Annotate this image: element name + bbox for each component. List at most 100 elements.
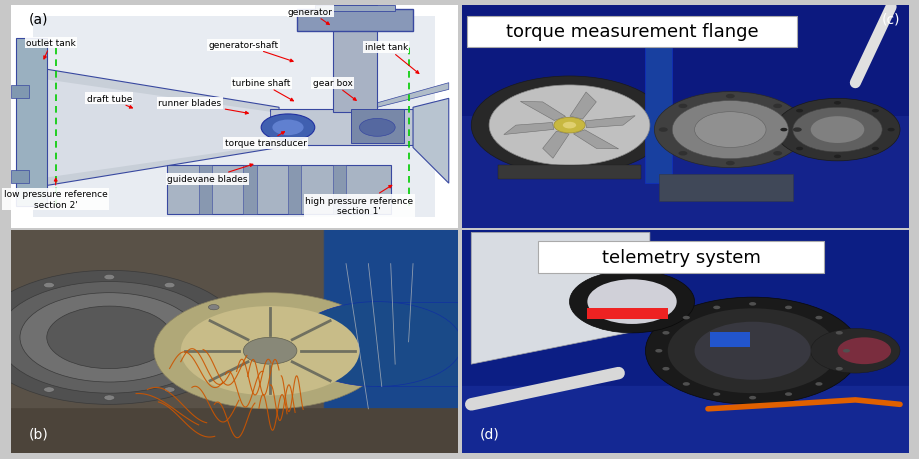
Circle shape <box>272 120 303 136</box>
Circle shape <box>712 306 720 309</box>
Text: (c): (c) <box>881 12 900 26</box>
Text: generator: generator <box>288 8 333 26</box>
Circle shape <box>654 349 662 353</box>
Bar <box>586 308 667 320</box>
Bar <box>288 166 301 215</box>
Bar <box>658 175 792 202</box>
Polygon shape <box>33 68 278 188</box>
Circle shape <box>165 387 175 392</box>
Circle shape <box>0 365 10 370</box>
Circle shape <box>0 271 243 404</box>
Bar <box>109 340 270 358</box>
Circle shape <box>887 129 893 132</box>
Text: high pressure reference
section 1': high pressure reference section 1' <box>305 186 413 216</box>
Circle shape <box>774 99 899 162</box>
Bar <box>243 166 256 215</box>
Circle shape <box>0 282 221 393</box>
Circle shape <box>810 117 863 144</box>
Circle shape <box>165 283 175 288</box>
Text: gear box: gear box <box>312 79 356 101</box>
Circle shape <box>471 77 667 175</box>
Circle shape <box>834 367 842 371</box>
Circle shape <box>810 329 899 373</box>
Bar <box>199 166 211 215</box>
Bar <box>333 6 377 112</box>
Circle shape <box>694 112 766 148</box>
Polygon shape <box>413 99 448 184</box>
Bar <box>350 110 403 144</box>
Bar <box>297 10 413 32</box>
Circle shape <box>662 331 669 335</box>
Circle shape <box>842 349 849 353</box>
Circle shape <box>0 305 10 310</box>
Circle shape <box>682 382 689 386</box>
Text: outlet tank: outlet tank <box>27 39 76 60</box>
Circle shape <box>43 283 54 288</box>
Circle shape <box>725 162 734 166</box>
Circle shape <box>748 302 755 306</box>
Circle shape <box>667 308 836 393</box>
Circle shape <box>772 152 781 156</box>
Text: (a): (a) <box>28 12 49 26</box>
Text: runner blades: runner blades <box>158 99 248 115</box>
Circle shape <box>748 396 755 400</box>
Bar <box>645 17 672 184</box>
Polygon shape <box>471 233 649 364</box>
Text: (d): (d) <box>480 426 499 440</box>
Text: telemetry system: telemetry system <box>601 248 760 266</box>
Circle shape <box>834 331 842 335</box>
Circle shape <box>792 108 881 152</box>
Circle shape <box>209 365 219 370</box>
Circle shape <box>180 307 359 396</box>
Circle shape <box>833 155 840 159</box>
Polygon shape <box>542 132 569 159</box>
Circle shape <box>784 306 791 309</box>
Bar <box>167 166 391 215</box>
Circle shape <box>682 316 689 319</box>
Circle shape <box>489 86 649 166</box>
Bar <box>333 166 346 215</box>
Circle shape <box>359 119 395 137</box>
Text: draft tube: draft tube <box>86 95 132 109</box>
Circle shape <box>712 392 720 396</box>
Polygon shape <box>569 93 596 120</box>
Circle shape <box>153 293 386 409</box>
Polygon shape <box>584 117 634 129</box>
Circle shape <box>47 307 172 369</box>
Polygon shape <box>504 123 553 135</box>
Circle shape <box>43 387 54 392</box>
Circle shape <box>658 128 667 133</box>
Bar <box>314 6 395 12</box>
Circle shape <box>814 382 822 386</box>
Circle shape <box>784 392 791 396</box>
FancyBboxPatch shape <box>466 17 797 48</box>
Circle shape <box>243 338 297 364</box>
Text: turbine shaft: turbine shaft <box>232 79 293 101</box>
Bar <box>16 39 47 206</box>
Circle shape <box>672 101 788 159</box>
Circle shape <box>871 110 878 113</box>
Text: guidevane blades: guidevane blades <box>167 164 253 184</box>
Circle shape <box>653 92 805 168</box>
Text: torque measurement flange: torque measurement flange <box>505 23 757 41</box>
Circle shape <box>836 338 891 364</box>
Bar <box>11 86 28 99</box>
Circle shape <box>20 293 199 382</box>
Circle shape <box>261 115 314 141</box>
Text: generator-shaft: generator-shaft <box>208 41 293 62</box>
Circle shape <box>553 118 584 134</box>
Circle shape <box>779 129 787 132</box>
Text: (b): (b) <box>28 426 49 440</box>
FancyBboxPatch shape <box>538 242 823 273</box>
FancyBboxPatch shape <box>709 332 750 347</box>
Circle shape <box>104 395 115 400</box>
Circle shape <box>792 128 800 133</box>
Bar <box>497 166 641 179</box>
Circle shape <box>677 152 686 156</box>
Circle shape <box>662 367 669 371</box>
Polygon shape <box>38 79 270 179</box>
Polygon shape <box>573 130 618 150</box>
Text: inlet tank: inlet tank <box>364 43 418 74</box>
Circle shape <box>569 271 694 333</box>
Circle shape <box>209 305 219 310</box>
